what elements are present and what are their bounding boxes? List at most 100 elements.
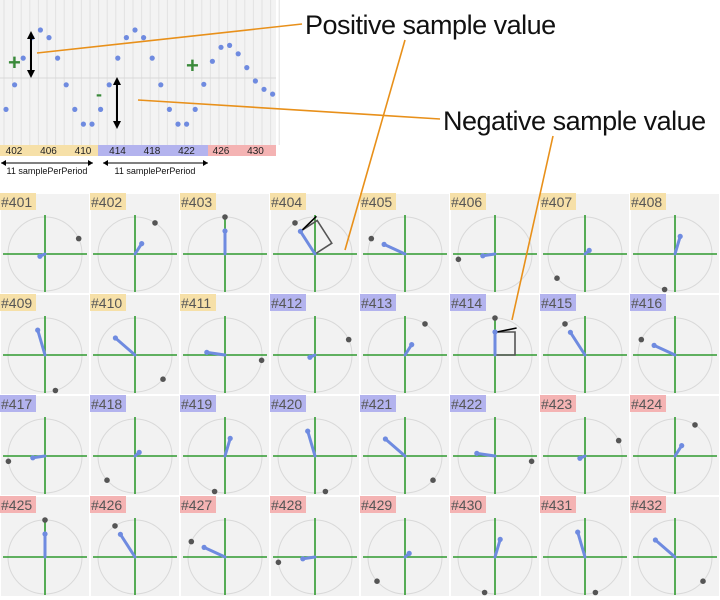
phasor-value-bar: [118, 532, 137, 559]
waveform-sample-dot: [55, 55, 61, 61]
phasor-cell-label: #419: [181, 396, 212, 412]
phasor-cell: #417: [0, 395, 90, 496]
phasor-cell: #404: [270, 193, 360, 294]
waveform-tick-label: 418: [144, 146, 161, 157]
phasor-cell: #424: [630, 395, 720, 496]
phasor-angle-marker: [615, 437, 622, 444]
phasor-cell-label-background: [180, 294, 216, 311]
phasor-cell: #405: [360, 193, 450, 294]
phasor-value-dot: [117, 531, 123, 537]
phasor-angle-marker: [455, 256, 462, 263]
waveform-sample-dot: [115, 55, 121, 61]
phasor-cell-label: #425: [1, 497, 32, 513]
phasor-angle-marker: [42, 517, 48, 523]
phasor-cell: #401: [0, 193, 90, 294]
phasor-cell-label: #418: [91, 396, 122, 412]
phasor-value-dot: [382, 436, 388, 442]
waveform-sample-dot: [46, 35, 52, 41]
phasor-cell-label-background: [270, 294, 306, 311]
phasor-value-dot: [139, 241, 145, 247]
phasor-value-bar: [673, 234, 682, 256]
phasor-angle-marker: [374, 578, 380, 584]
waveform-sample-dot: [227, 42, 233, 49]
phasor-angle-marker: [492, 315, 498, 321]
phasor-value-dot: [381, 241, 387, 247]
phasor-value-bar: [493, 537, 502, 559]
phasor-value-dot: [30, 455, 36, 461]
phasor-angle-marker: [638, 336, 645, 343]
waveform-sample-dot: [80, 121, 86, 127]
phasor-cell: #425: [0, 496, 90, 597]
phasor-angle-marker: [152, 220, 158, 226]
period-bracket-1: 11 samplePerPeriod: [1, 160, 93, 176]
waveform-tick-label: 406: [40, 146, 57, 157]
phasor-cell-label-background: [450, 193, 486, 210]
phasor-cell-label-background: [450, 496, 486, 513]
phasor-cell-label-background: [270, 395, 306, 412]
phasor-value-dot: [222, 228, 228, 234]
phasor-cell-label-background: [540, 395, 576, 412]
axis-strip-group-b: [98, 145, 208, 156]
waveform-sample-dot: [270, 91, 276, 97]
phasor-cell-label: #430: [451, 497, 482, 513]
phasor-value-dot: [586, 247, 592, 253]
phasor-angle-marker: [211, 488, 218, 495]
waveform-sample-dot: [37, 27, 44, 33]
phasor-value-dot: [679, 443, 685, 449]
phasor-angle-marker: [222, 214, 228, 220]
phasor-cell: #406: [450, 193, 540, 294]
waveform-tick-label: 402: [6, 146, 23, 157]
phasor-cell: #428: [270, 496, 360, 597]
phasor-cell: #408: [630, 193, 720, 294]
phasor-cell-label-background: [630, 395, 666, 412]
phasor-angle-marker: [481, 589, 488, 596]
phasor-cell: #418: [90, 395, 180, 496]
phasor-cell-label: #410: [91, 295, 122, 311]
phasor-angle-marker: [528, 458, 535, 465]
phasor-angle-marker: [275, 559, 282, 566]
phasor-value-dot: [480, 253, 486, 259]
phasor-value-dot: [227, 435, 233, 441]
phasor-value-dot: [497, 536, 503, 543]
phasor-value-dot: [297, 228, 303, 234]
phasor-cell-label: #422: [451, 396, 482, 412]
phasor-value-dot: [677, 233, 683, 239]
phasor-value-dot: [409, 342, 415, 348]
phasor-cell-label-background: [90, 294, 126, 311]
waveform-sample-dot: [98, 106, 104, 112]
phasor-cell-label: #427: [181, 497, 212, 513]
phasor-cell-label: #405: [361, 194, 392, 210]
phasor-cell-label-background: [180, 193, 216, 210]
phasor-cell-label: #420: [271, 396, 302, 412]
phasor-cell-label-background: [630, 294, 666, 311]
waveform-sample-dot: [201, 81, 207, 87]
phasor-angle-marker: [554, 275, 560, 282]
phasor-cell-label-background: [540, 294, 576, 311]
waveform-sample-dot: [63, 82, 69, 88]
negative-arrow: [113, 77, 121, 129]
phasor-value-dot: [406, 550, 412, 557]
phasor-grid: #401 #402 #403 #404 #405 #406 #407 #408 #409 #410…: [0, 193, 720, 597]
phasor-value-dot: [492, 329, 498, 335]
phasor-angle-marker: [104, 477, 110, 484]
waveform-sample-dot: [20, 55, 26, 61]
waveform-tick-label: 426: [213, 146, 230, 157]
phasor-cell-label: #408: [631, 194, 662, 210]
axis-strip-group-a: [0, 145, 98, 156]
waveform-sample-dot: [72, 106, 78, 112]
waveform-sample-dot: [132, 27, 138, 33]
phasor-cell: #423: [540, 395, 630, 496]
phasor-value-dot: [37, 253, 43, 259]
period-bracket-2: 11 samplePerPeriod: [103, 160, 208, 176]
phasor-cell: #410: [90, 294, 180, 395]
waveform-sample-dot: [141, 35, 147, 41]
phasor-cell: #430: [450, 496, 540, 597]
phasor-cell-label: #421: [361, 396, 392, 412]
phasor-cell: #421: [360, 395, 450, 496]
axis-strip-group-c: [208, 145, 276, 156]
plus-sign-right: +: [186, 53, 199, 78]
phasor-cell-label-background: [540, 496, 576, 513]
phasor-cell: #413: [360, 294, 450, 395]
phasor-cell: #409: [0, 294, 90, 395]
